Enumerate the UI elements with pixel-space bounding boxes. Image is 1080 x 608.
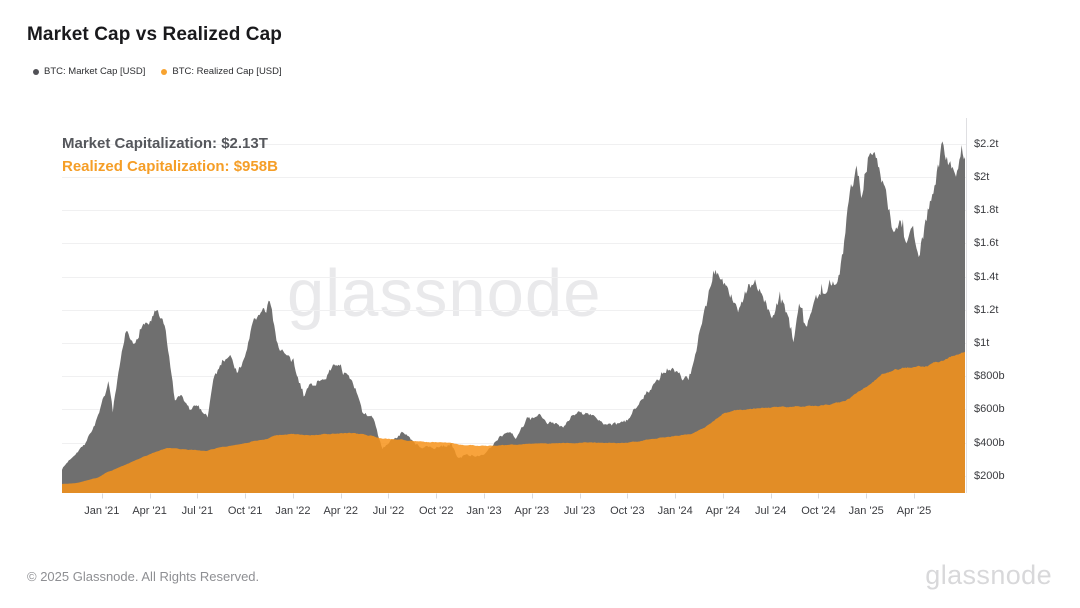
x-axis-tick-label: Oct '24 — [801, 505, 836, 517]
latest-values-annotation: Market Capitalization: $2.13T Realized C… — [62, 132, 278, 178]
y-axis-tick-label: $1.6t — [974, 237, 999, 250]
x-axis-tick-label: Jan '23 — [466, 505, 502, 517]
x-axis-tick-label: Apr '25 — [896, 505, 932, 517]
legend-item-label: BTC: Realized Cap [USD] — [172, 66, 282, 77]
x-axis-tick-label: Apr '23 — [514, 505, 550, 517]
y-axis-tick-label: $1.8t — [974, 204, 999, 217]
y-axis-tick-label: $400b — [974, 436, 1005, 449]
y-axis-tick-label: $1.4t — [974, 270, 999, 283]
x-axis-tick-label: Apr '21 — [132, 505, 167, 517]
x-axis-tick-label: Jan '24 — [657, 505, 693, 517]
x-axis-tick-label: Oct '22 — [418, 505, 454, 517]
x-axis-tick-label: Oct '21 — [227, 505, 263, 517]
x-axis-tick-label: Jul '23 — [563, 505, 596, 517]
x-axis-tick-label: Jan '21 — [84, 505, 120, 517]
legend-dot-icon — [161, 68, 168, 75]
x-axis-tick-label: Jan '22 — [275, 505, 311, 517]
x-axis-tick-label: Jul '22 — [372, 505, 405, 517]
market-cap-area — [62, 141, 965, 493]
x-axis-tick-label: Jul '21 — [181, 505, 214, 517]
chart-title: Market Cap vs Realized Cap — [27, 24, 282, 45]
glassnode-watermark: glassnode — [287, 256, 602, 331]
legend-item-market-cap[interactable]: BTC: Market Cap [USD] — [33, 66, 145, 77]
y-axis-tick-label: $200b — [974, 469, 1005, 482]
x-axis-tick-label: Jul '24 — [754, 505, 787, 517]
legend-dot-icon — [33, 68, 39, 75]
y-axis-tick-label: $2.2t — [974, 137, 999, 150]
y-axis-tick-label: $800b — [974, 370, 1005, 383]
realized-cap-area — [62, 351, 965, 493]
x-axis-tick-label: Apr '24 — [705, 505, 741, 517]
glassnode-logo: glassnode — [925, 560, 1052, 590]
legend: BTC: Market Cap [USD] BTC: Realized Cap [… — [33, 66, 282, 77]
y-axis-tick-label: $1.2t — [974, 303, 999, 316]
y-axis-tick-label: $2t — [974, 170, 990, 183]
x-axis-tick-label: Oct '23 — [610, 505, 645, 517]
realized-cap-value-label: Realized Capitalization: $958B — [62, 158, 278, 175]
y-axis-tick-label: $1t — [974, 336, 990, 349]
x-axis-tick-label: Apr '22 — [323, 505, 358, 517]
copyright-text: © 2025 Glassnode. All Rights Reserved. — [27, 569, 260, 584]
market-cap-value-label: Market Capitalization: $2.13T — [62, 135, 268, 152]
legend-item-label: BTC: Market Cap [USD] — [44, 66, 146, 77]
y-axis-tick-label: $600b — [974, 403, 1005, 416]
x-axis-tick-label: Jan '25 — [848, 505, 884, 517]
legend-item-realized-cap[interactable]: BTC: Realized Cap [USD] — [161, 66, 282, 77]
